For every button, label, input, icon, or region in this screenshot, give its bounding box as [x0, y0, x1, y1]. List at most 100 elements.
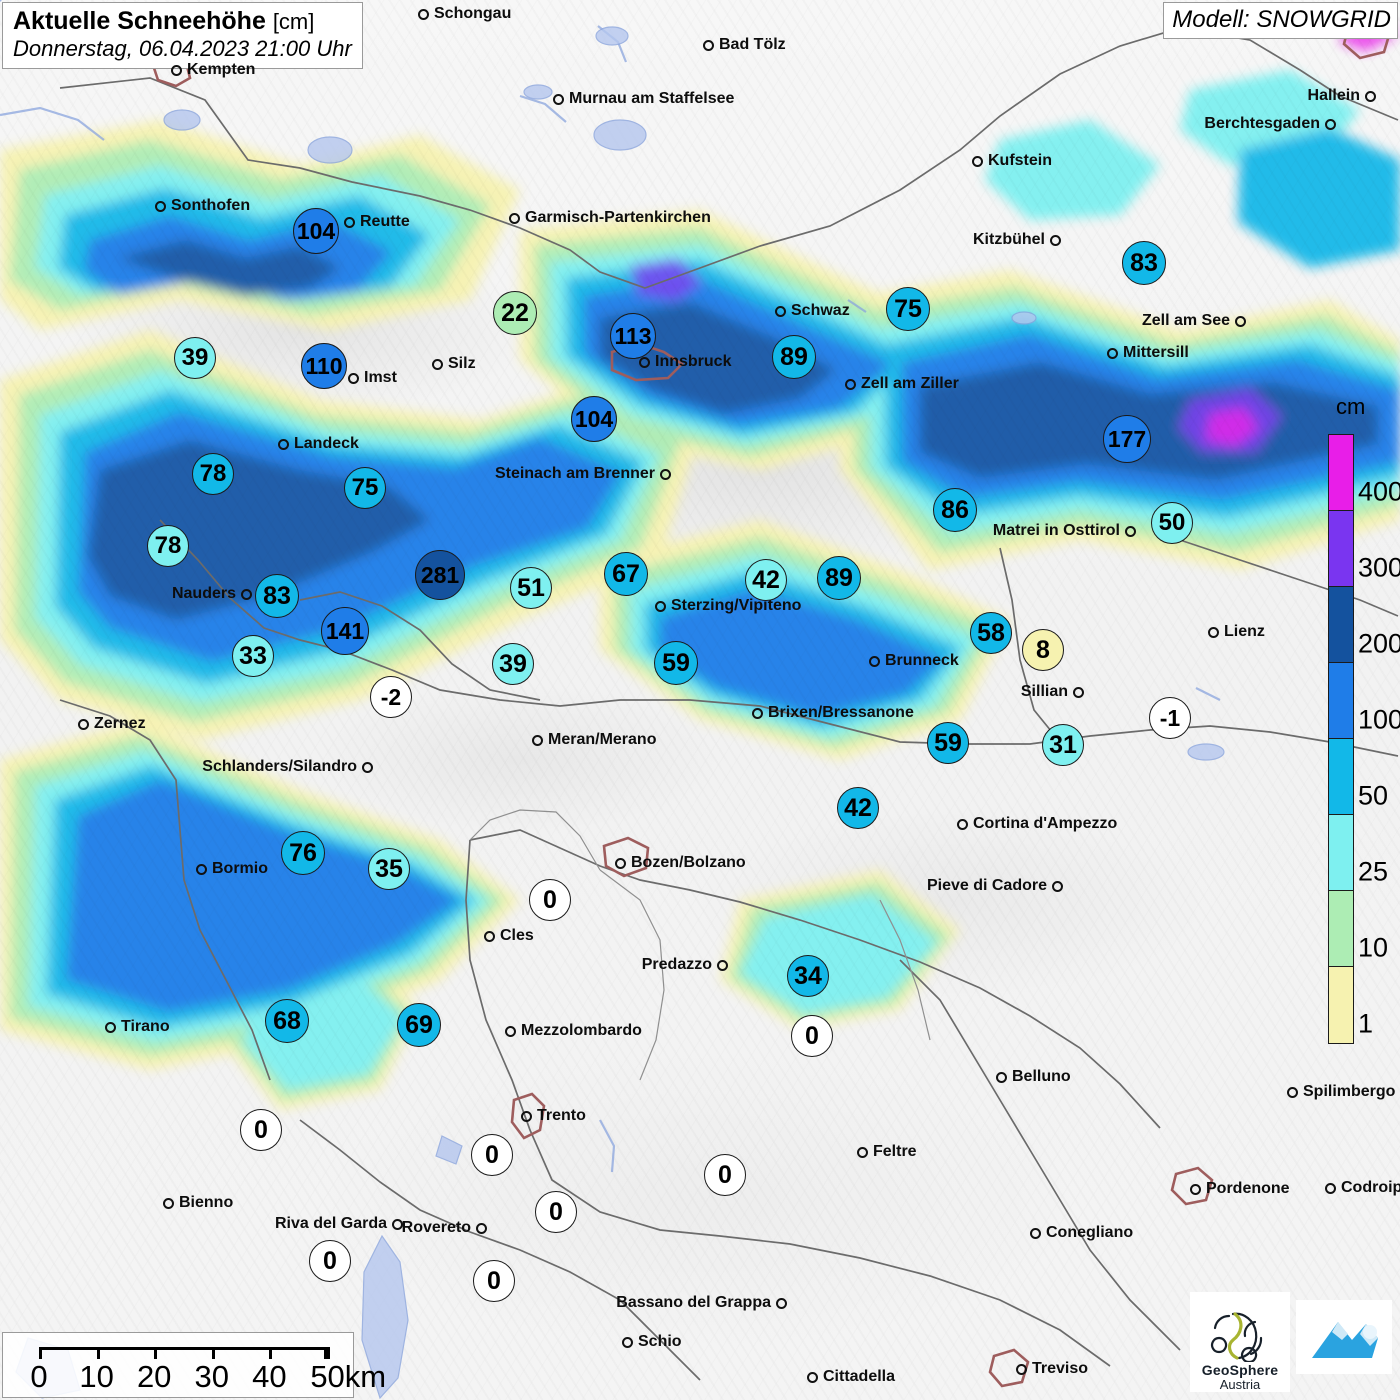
- title-box: Aktuelle Schneehöhe [cm] Donnerstag, 06.…: [2, 2, 363, 69]
- station-value-marker[interactable]: 69: [397, 1003, 441, 1047]
- station-value-marker[interactable]: 0: [535, 1191, 577, 1233]
- station-value-marker[interactable]: 75: [344, 467, 386, 509]
- station-value-marker[interactable]: 86: [933, 488, 977, 532]
- city-label: Cittadella: [807, 1368, 895, 1386]
- station-value-marker[interactable]: 42: [745, 559, 787, 601]
- station-value-marker[interactable]: 0: [240, 1109, 282, 1151]
- station-value-marker[interactable]: 22: [493, 291, 537, 335]
- city-marker-icon: [869, 655, 880, 667]
- station-value-marker[interactable]: 50: [1151, 502, 1193, 544]
- station-value-marker[interactable]: 281: [415, 550, 465, 600]
- city-label: Meran/Merano: [532, 731, 656, 749]
- city-label: Predazzo: [642, 956, 728, 974]
- city-name: Landeck: [294, 435, 359, 452]
- scale-tick: [96, 1347, 100, 1359]
- station-value-marker[interactable]: 78: [192, 453, 234, 495]
- legend-colorbar: [1328, 434, 1354, 1044]
- city-label: Pieve di Cadore: [927, 877, 1063, 895]
- station-value-marker[interactable]: 39: [492, 643, 534, 685]
- city-marker-icon: [163, 1197, 174, 1209]
- station-value-marker[interactable]: 58: [970, 612, 1012, 654]
- city-marker-icon: [1208, 626, 1219, 638]
- station-value-marker[interactable]: 104: [293, 208, 339, 254]
- city-label: Zell am See: [1142, 312, 1246, 330]
- city-name: Matrei in Osttirol: [992, 522, 1120, 539]
- city-label: Matrei in Osttirol: [993, 522, 1136, 540]
- station-value-marker[interactable]: 0: [309, 1240, 351, 1282]
- city-label: Nauders: [172, 585, 252, 603]
- station-value-marker[interactable]: 31: [1042, 724, 1084, 766]
- city-label: Lienz: [1208, 623, 1265, 641]
- city-label: Landeck: [278, 435, 359, 453]
- geosphere-name: GeoSphere: [1201, 1362, 1279, 1378]
- city-label: Feltre: [857, 1143, 917, 1161]
- station-value-marker[interactable]: 68: [265, 999, 309, 1043]
- city-marker-icon: [155, 200, 166, 212]
- station-value-marker[interactable]: 113: [610, 313, 656, 359]
- station-value-marker[interactable]: 141: [321, 607, 369, 655]
- city-label: Riva del Garda: [275, 1215, 403, 1233]
- city-name: Schongau: [434, 5, 512, 22]
- scale-bar: 0 10 20 30 40 50km: [2, 1332, 386, 1398]
- station-value-marker[interactable]: 0: [704, 1154, 746, 1196]
- city-name: Cortina d'Ampezzo: [973, 815, 1118, 832]
- city-name: Kempten: [187, 61, 256, 78]
- station-value-marker[interactable]: 89: [817, 556, 861, 600]
- city-name: Sonthofen: [171, 197, 251, 214]
- city-name: Steinach am Brenner: [494, 465, 655, 482]
- city-label: Mittersill: [1107, 344, 1189, 362]
- city-label: Bad Tölz: [703, 36, 786, 54]
- station-value-marker[interactable]: 42: [837, 787, 879, 829]
- station-value-marker[interactable]: 75: [886, 287, 930, 331]
- station-value-marker[interactable]: 67: [604, 552, 648, 596]
- city-marker-icon: [807, 1371, 818, 1383]
- city-label: Kempten: [171, 61, 255, 79]
- city-name: Meran/Merano: [548, 731, 657, 748]
- city-label: Zell am Ziller: [845, 375, 959, 393]
- legend-band: [1329, 663, 1353, 739]
- city-marker-icon: [1325, 1182, 1336, 1194]
- station-value-marker[interactable]: 59: [927, 722, 969, 764]
- city-name: Schio: [638, 1333, 682, 1350]
- station-value-marker[interactable]: 8: [1022, 629, 1064, 671]
- station-value-marker[interactable]: 0: [471, 1134, 513, 1176]
- station-value-marker[interactable]: 104: [571, 396, 617, 442]
- legend-band: [1329, 739, 1353, 815]
- station-value-marker[interactable]: 110: [301, 343, 347, 389]
- city-marker-icon: [1050, 234, 1061, 246]
- station-value-marker[interactable]: 0: [529, 879, 571, 921]
- city-name: Bozen/Bolzano: [631, 854, 746, 871]
- station-value-marker[interactable]: -1: [1149, 697, 1191, 739]
- city-label: Sillian: [1021, 683, 1084, 701]
- station-value-marker[interactable]: 51: [510, 567, 552, 609]
- station-value-marker[interactable]: 0: [473, 1260, 515, 1302]
- station-value-marker[interactable]: 34: [787, 955, 829, 997]
- station-value-marker[interactable]: 83: [255, 574, 299, 618]
- station-value-marker[interactable]: 35: [368, 848, 410, 890]
- station-value-marker[interactable]: -2: [370, 676, 412, 718]
- city-label: Kitzbühel: [973, 231, 1061, 249]
- city-label: Berchtesgaden: [1204, 115, 1336, 133]
- city-label: Treviso: [1016, 1360, 1088, 1378]
- city-name: Kufstein: [988, 152, 1052, 169]
- city-label: Sterzing/Vipiteno: [655, 597, 801, 615]
- station-value-marker[interactable]: 177: [1103, 415, 1151, 463]
- station-value-marker[interactable]: 33: [232, 635, 274, 677]
- geosphere-mark-icon: [1210, 1312, 1263, 1362]
- city-marker-icon: [553, 93, 564, 105]
- city-marker-icon: [703, 39, 714, 51]
- city-marker-icon: [615, 857, 626, 869]
- city-name: Nauders: [171, 585, 236, 602]
- station-value-marker[interactable]: 83: [1122, 241, 1166, 285]
- station-value-marker[interactable]: 0: [791, 1015, 833, 1057]
- legend-tick-label: 25: [1358, 856, 1389, 887]
- station-value-marker[interactable]: 78: [147, 525, 189, 567]
- scale-rule: [39, 1347, 327, 1359]
- station-value-marker[interactable]: 89: [772, 335, 816, 379]
- city-label: Steinach am Brenner: [495, 465, 671, 483]
- station-value-marker[interactable]: 39: [174, 337, 216, 379]
- station-value-marker[interactable]: 76: [281, 831, 325, 875]
- station-value-marker[interactable]: 59: [654, 641, 698, 685]
- city-marker-icon: [845, 378, 856, 390]
